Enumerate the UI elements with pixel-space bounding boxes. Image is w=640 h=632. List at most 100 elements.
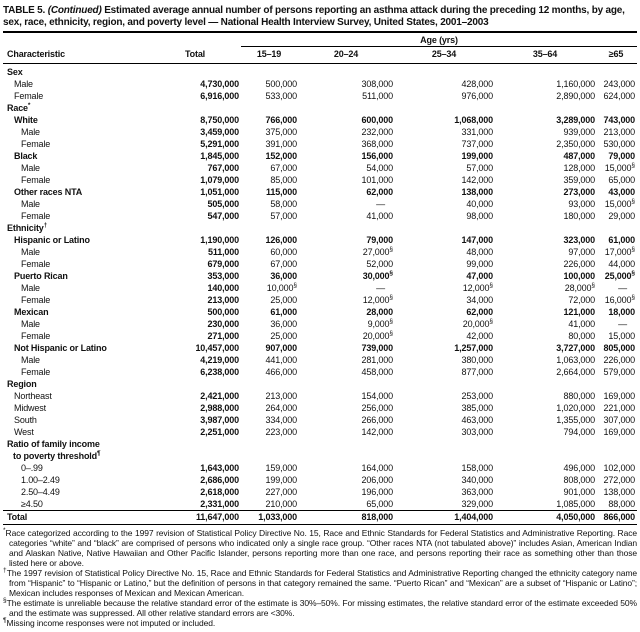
table-row: Female 213,000 25,000 12,000§ 34,000 72,000 16… [3, 294, 637, 306]
value-cell: 223,000 [265, 427, 298, 437]
value-cell: 101,000 [361, 175, 394, 185]
value-cell: 2,251,000 [200, 427, 239, 437]
value-cell: 737,000 [461, 139, 494, 149]
row-label: Total [3, 510, 151, 525]
value-cell: 1,020,000 [556, 403, 595, 413]
row-label: Midwest [14, 403, 46, 413]
value-cell: 43,000 [608, 187, 636, 197]
value-cell: 253,000 [461, 391, 494, 401]
footnote-marker-ref: § [293, 282, 297, 289]
column-header-total: Total [151, 46, 241, 64]
value-cell: 42,000 [466, 331, 493, 341]
value-cell: 511,000 [208, 247, 239, 257]
value-cell: 2,421,000 [200, 391, 239, 401]
value-cell: 3,727,000 [556, 343, 595, 353]
value-cell: 380,000 [461, 355, 494, 365]
value-cell: 34,000 [466, 295, 493, 305]
value-cell: 159,000 [265, 463, 298, 473]
table-row: Midwest 2,988,000 264,000 256,000 385,000 1,0… [3, 402, 637, 414]
section-row: Region [3, 378, 637, 390]
value-cell: 743,000 [603, 115, 636, 125]
row-label: Ratio of family income to poverty thresho… [7, 439, 101, 461]
value-cell: 3,459,000 [200, 127, 239, 137]
value-cell: 808,000 [563, 475, 596, 485]
value-cell: 88,000 [608, 499, 636, 509]
value-cell: 102,000 [603, 463, 636, 473]
value-cell: 303,000 [461, 427, 494, 437]
row-label: Male [21, 247, 40, 257]
column-header-65plus: ≥65 [597, 46, 638, 64]
row-label: 2.50–4.49 [21, 487, 60, 497]
row-label: Male [21, 199, 40, 209]
value-cell: 169,000 [603, 391, 636, 401]
footnote-marker: ¶ [3, 617, 7, 625]
age-group-header-row: Age (yrs) [3, 33, 638, 47]
table-row: 0–.99 1,643,000 159,000 164,000 158,000 496,0… [3, 462, 637, 474]
value-cell: 428,000 [461, 79, 494, 89]
column-header-35-64: 35–64 [495, 46, 597, 64]
value-cell: 264,000 [265, 403, 298, 413]
row-label: 0–.99 [21, 463, 43, 473]
value-cell: 794,000 [563, 427, 596, 437]
value-cell: 30,000§ [362, 270, 393, 281]
footnote-text: Race categorized according to the 1997 r… [5, 528, 638, 568]
row-label: Hispanic or Latino [14, 235, 90, 245]
value-cell: 62,000 [466, 307, 493, 317]
table-row: Northeast 2,421,000 213,000 154,000 253,000 8… [3, 390, 637, 402]
value-cell: 2,664,000 [556, 367, 595, 377]
table-row: 1.00–2.49 2,686,000 199,000 206,000 340,000 8… [3, 474, 637, 486]
value-cell: 3,289,000 [556, 115, 595, 125]
value-cell: 98,000 [466, 211, 493, 221]
footnote: *Race categorized according to the 1997 … [3, 527, 638, 568]
value-cell: 533,000 [265, 91, 298, 101]
row-label: Female [21, 367, 51, 377]
value-cell: 8,750,000 [200, 115, 239, 125]
value-cell: 128,000 [563, 163, 596, 173]
value-cell: 169,000 [603, 427, 636, 437]
row-label: Male [21, 319, 40, 329]
value-cell: 487,000 [563, 151, 596, 161]
value-cell: 47,000 [466, 271, 493, 281]
footnote-marker-ref: * [27, 102, 31, 109]
value-cell: 6,238,000 [200, 367, 239, 377]
value-cell: 3,987,000 [200, 415, 239, 425]
value-cell: 213,000 [207, 295, 240, 305]
row-label: Mexican [14, 307, 49, 317]
value-cell: 199,000 [265, 475, 298, 485]
value-cell: 818,000 [299, 510, 395, 525]
value-cell: 230,000 [207, 319, 240, 329]
value-cell: 256,000 [361, 403, 394, 413]
value-cell: 368,000 [361, 139, 394, 149]
value-cell: 20,000§ [462, 318, 493, 329]
row-label: ≥4.50 [21, 499, 43, 509]
section-row: Ratio of family income to poverty thresho… [3, 438, 637, 462]
value-cell: 140,000 [207, 283, 240, 293]
value-cell: 27,000§ [362, 246, 393, 257]
value-cell: 323,000 [563, 235, 596, 245]
row-label: Sex [7, 67, 23, 77]
row-label: Race* [7, 102, 31, 113]
row-label: Black [14, 151, 38, 161]
value-cell: — [618, 283, 628, 293]
value-cell: 226,000 [603, 355, 636, 365]
value-cell: 880,000 [563, 391, 596, 401]
value-cell: 221,000 [603, 403, 636, 413]
value-cell: 877,000 [461, 367, 494, 377]
value-cell: 243,000 [603, 79, 636, 89]
value-cell: 58,000 [270, 199, 297, 209]
footnote: †The 1997 revision of Statistical Policy… [3, 567, 637, 598]
value-cell: 79,000 [608, 151, 636, 161]
footnote-marker: † [3, 567, 7, 575]
value-cell: 2,890,000 [556, 91, 595, 101]
value-cell: 67,000 [270, 163, 297, 173]
value-cell: 154,000 [361, 391, 394, 401]
table-row: Female 271,000 25,000 20,000§ 42,000 80,000 15… [3, 330, 637, 342]
value-cell: 329,000 [461, 499, 494, 509]
value-cell: 164,000 [361, 463, 394, 473]
value-cell: 805,000 [603, 343, 636, 353]
value-cell: 213,000 [603, 127, 636, 137]
value-cell: 273,000 [563, 187, 596, 197]
footnote: §The estimate is unreliable because the … [3, 597, 637, 618]
footnote-marker-ref: § [631, 270, 636, 277]
row-label: Ethnicity† [7, 222, 48, 233]
